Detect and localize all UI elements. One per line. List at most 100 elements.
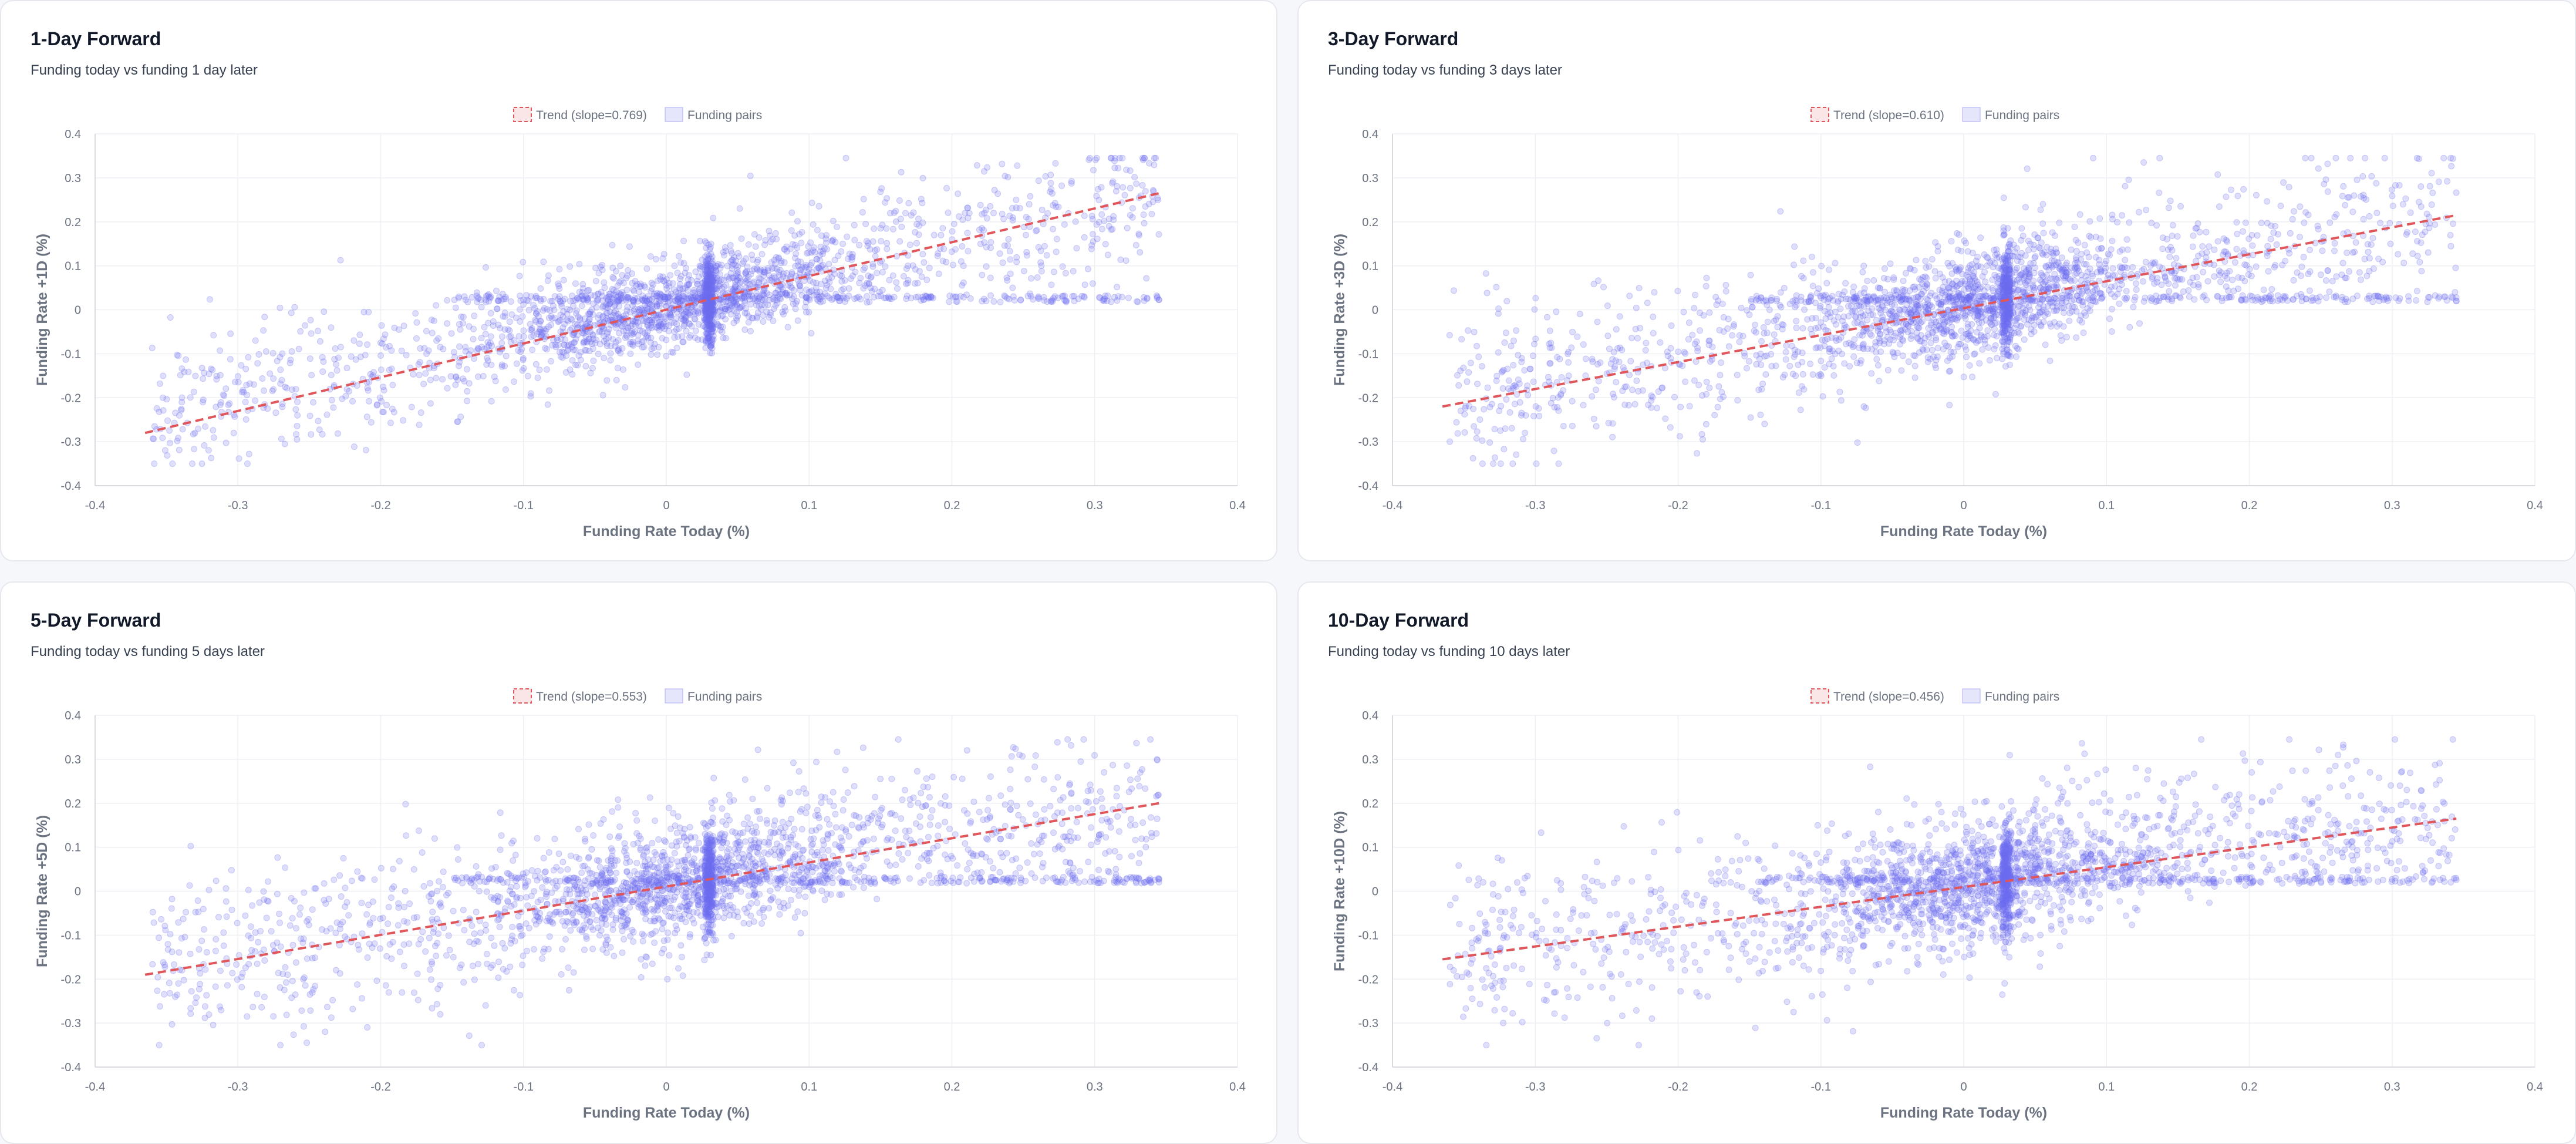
scatter-point [703, 315, 710, 322]
scatter-point [2366, 255, 2373, 262]
scatter-point [1993, 319, 2000, 326]
scatter-point [816, 252, 823, 259]
scatter-point [366, 398, 372, 405]
scatter-point [776, 269, 783, 275]
scatter-point [2332, 154, 2339, 161]
scatter-point [1973, 329, 1980, 336]
scatter-point [646, 296, 653, 303]
scatter-point [1654, 405, 1660, 412]
scatter-point [333, 361, 339, 368]
scatter-point [2111, 293, 2118, 300]
scatter-chart-1d[interactable]: -0.4 -0.3 -0.2 -0.1 0 0.1 0.2 0.3 0.40.40.30.20.… [1, 95, 1277, 559]
scatter-point [1061, 221, 1068, 228]
scatter-point [1102, 241, 1109, 248]
scatter-point [367, 419, 375, 426]
scatter-point [940, 245, 948, 253]
y-tick-label: 0.4 [65, 128, 81, 141]
scatter-point [534, 331, 541, 337]
scatter-point [820, 298, 827, 305]
scatter-point [709, 261, 716, 268]
scatter-point [2321, 180, 2328, 187]
scatter-point [272, 409, 279, 416]
scatter-point [529, 346, 536, 354]
scatter-point [457, 326, 464, 333]
scatter-point [1501, 446, 1508, 453]
scatter-point [603, 330, 611, 337]
scatter-point [519, 367, 526, 374]
scatter-point [601, 355, 608, 362]
scatter-point [2109, 237, 2116, 244]
scatter-point [1033, 227, 1040, 234]
scatter-point [590, 332, 596, 339]
scatter-point [1002, 173, 1009, 180]
scatter-point [703, 266, 710, 273]
scatter-point [1877, 331, 1884, 338]
scatter-point [517, 297, 524, 304]
scatter-point [1900, 337, 1907, 344]
scatter-point [707, 318, 714, 325]
scatter-point [1605, 419, 1612, 426]
scatter-point [2014, 345, 2021, 352]
scatter-point [627, 322, 634, 329]
scatter-point [576, 288, 583, 295]
scatter-point [261, 314, 268, 321]
scatter-point [485, 291, 492, 298]
scatter-point [883, 225, 890, 232]
scatter-point [1928, 346, 1936, 354]
scatter-point [709, 322, 715, 329]
scatter-point [1969, 250, 1976, 257]
scatter-point [225, 402, 232, 409]
scatter-point [798, 240, 805, 247]
scatter-point [1715, 383, 1722, 390]
scatter-point [903, 295, 910, 302]
scatter-point [799, 264, 806, 271]
scatter-point [2452, 264, 2459, 271]
scatter-point [495, 297, 502, 304]
scatter-point [176, 446, 183, 453]
scatter-point [2035, 318, 2042, 325]
scatter-point [732, 262, 739, 269]
scatter-chart-3d[interactable]: -0.4 -0.3 -0.2 -0.1 0 0.1 0.2 0.3 0.40.40.30.20.… [1299, 95, 2576, 559]
scatter-point [615, 311, 622, 318]
scatter-point [334, 430, 341, 437]
scatter-point [1792, 304, 1799, 311]
scatter-point [2272, 223, 2278, 230]
scatter-point [676, 253, 682, 260]
scatter-point [546, 387, 552, 394]
scatter-point [811, 244, 818, 251]
scatter-point [705, 241, 712, 248]
scatter-point [717, 307, 724, 314]
scatter-point [574, 362, 581, 369]
scatter-point [696, 289, 703, 295]
scatter-point [2001, 231, 2008, 238]
scatter-point [2204, 278, 2211, 285]
scatter-point [2086, 218, 2093, 225]
scatter-point [2368, 241, 2375, 248]
scatter-point [1048, 297, 1056, 303]
scatter-point [1004, 242, 1011, 249]
scatter-point [710, 306, 717, 312]
scatter-point [804, 294, 811, 301]
scatter-point [490, 322, 497, 329]
scatter-point [804, 250, 811, 257]
scatter-point [1870, 277, 1877, 284]
scatter-point [2286, 250, 2293, 257]
scatter-point [1478, 363, 1485, 370]
scatter-point [507, 333, 514, 340]
scatter-point [475, 295, 482, 302]
legend[interactable]: Trend (slope=0.769) Funding pairs [513, 107, 762, 122]
scatter-point [210, 434, 217, 441]
x-tick-label: -0.3 [228, 499, 248, 512]
scatter-point [1691, 305, 1698, 312]
scatter-point [1047, 171, 1054, 179]
scatter-point [681, 295, 688, 302]
scatter-point [592, 278, 599, 284]
scatter-point [594, 298, 601, 304]
scatter-point [623, 333, 630, 340]
scatter-point [784, 324, 791, 331]
scatter-point [586, 310, 593, 317]
scatter-point [1114, 297, 1121, 304]
scatter-point [1017, 296, 1024, 303]
scatter-point [727, 258, 734, 265]
scatter-point [813, 266, 820, 273]
